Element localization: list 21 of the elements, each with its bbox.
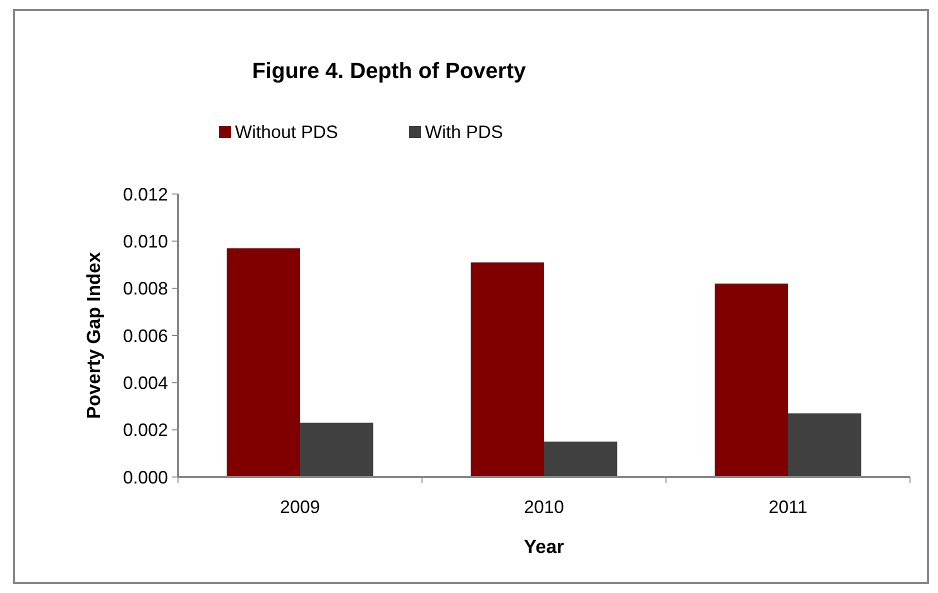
- legend-label: Without PDS: [235, 122, 338, 142]
- bar: [226, 248, 300, 477]
- y-tick-label: 0.006: [122, 326, 168, 346]
- legend-label: With PDS: [425, 122, 504, 142]
- bar: [544, 442, 618, 477]
- y-tick-label: 0.004: [122, 372, 168, 393]
- y-tick-label: 0.002: [122, 420, 168, 440]
- chart-title: Figure 4. Depth of Poverty: [252, 58, 527, 83]
- x-tick-label: 2011: [768, 497, 808, 517]
- bar: [788, 413, 862, 477]
- bar: [300, 422, 374, 477]
- x-tick-label: 2009: [280, 497, 320, 517]
- y-tick-label: 0.012: [122, 184, 168, 204]
- x-axis-title: Year: [524, 537, 565, 558]
- bar: [714, 284, 788, 477]
- y-tick-label: 0.010: [122, 231, 168, 252]
- y-tick-label: 0.008: [122, 278, 168, 299]
- y-tick-label: 0.000: [122, 467, 168, 488]
- y-axis-title: Poverty Gap Index: [84, 252, 105, 419]
- x-tick-label: 2010: [524, 497, 564, 517]
- bar: [470, 262, 544, 477]
